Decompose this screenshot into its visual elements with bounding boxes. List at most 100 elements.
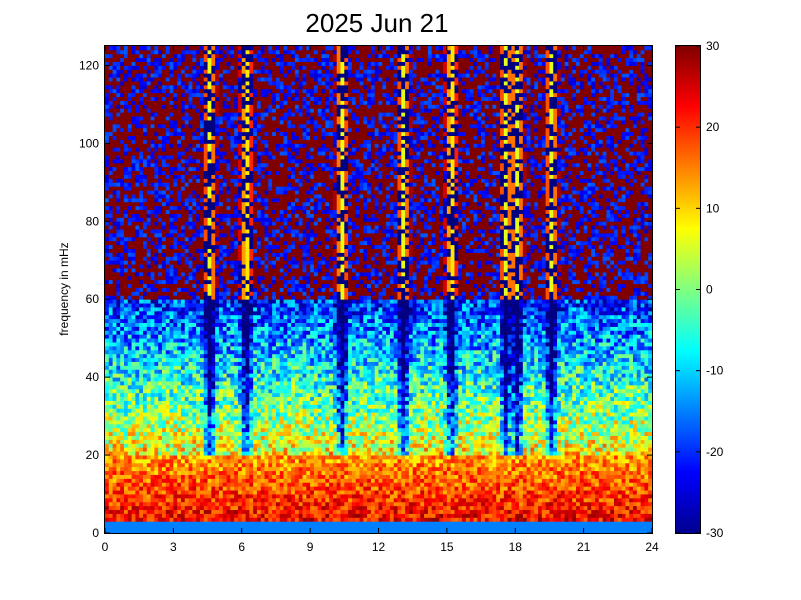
heatmap-cell bbox=[230, 271, 235, 277]
heatmap-cell bbox=[237, 322, 243, 327]
heatmap-cell bbox=[158, 221, 163, 226]
heatmap-cell bbox=[237, 416, 243, 421]
heatmap-cell bbox=[135, 295, 140, 300]
heatmap-cell bbox=[230, 244, 235, 249]
heatmap-cell bbox=[120, 96, 125, 101]
heatmap-cell bbox=[135, 435, 140, 440]
heatmap-cell bbox=[249, 521, 254, 526]
heatmap-cell bbox=[234, 92, 239, 98]
heatmap-cell bbox=[199, 427, 205, 433]
heatmap-cell bbox=[158, 120, 163, 125]
heatmap-cell bbox=[142, 57, 148, 62]
heatmap-cell bbox=[161, 147, 167, 152]
heatmap-cell bbox=[127, 291, 132, 296]
heatmap-cell bbox=[127, 400, 132, 405]
heatmap-cell bbox=[173, 57, 178, 62]
heatmap-cell bbox=[177, 248, 182, 253]
heatmap-cell bbox=[105, 470, 110, 475]
heatmap-cell bbox=[112, 229, 117, 234]
heatmap-cell bbox=[120, 233, 125, 238]
heatmap-cell bbox=[237, 162, 243, 168]
heatmap-cell bbox=[207, 225, 212, 230]
heatmap-cell bbox=[207, 299, 212, 304]
heatmap-cell bbox=[188, 478, 193, 483]
heatmap-cell bbox=[222, 143, 227, 148]
heatmap-cell bbox=[241, 361, 246, 366]
heatmap-cell bbox=[120, 240, 125, 246]
heatmap-cell bbox=[154, 283, 159, 288]
heatmap-cell bbox=[139, 271, 144, 277]
heatmap-cell bbox=[173, 158, 178, 164]
heatmap-cell bbox=[180, 88, 186, 94]
heatmap-cell bbox=[211, 381, 216, 386]
heatmap-cell bbox=[253, 155, 258, 160]
heatmap-cell bbox=[108, 46, 113, 51]
heatmap-cell bbox=[146, 447, 151, 452]
heatmap-cell bbox=[184, 244, 189, 249]
heatmap-cell bbox=[180, 326, 186, 331]
heatmap-cell bbox=[142, 139, 148, 144]
heatmap-cell bbox=[245, 287, 250, 292]
heatmap-cell bbox=[184, 307, 189, 312]
heatmap-cell bbox=[196, 334, 201, 339]
heatmap-cell bbox=[131, 233, 136, 238]
heatmap-cell bbox=[211, 77, 216, 82]
heatmap-cell bbox=[169, 338, 174, 343]
heatmap-cell bbox=[123, 120, 129, 125]
heatmap-cell bbox=[112, 271, 117, 277]
heatmap-cell bbox=[154, 404, 159, 409]
heatmap-cell bbox=[218, 49, 224, 55]
heatmap-cell bbox=[142, 439, 148, 444]
heatmap-cell bbox=[237, 373, 243, 378]
heatmap-cell bbox=[120, 236, 125, 242]
heatmap-cell bbox=[226, 513, 231, 518]
heatmap-cell bbox=[154, 486, 159, 491]
heatmap-cell bbox=[218, 205, 224, 211]
heatmap-cell bbox=[199, 326, 205, 331]
heatmap-cell bbox=[154, 123, 159, 129]
heatmap-cell bbox=[237, 57, 243, 62]
heatmap-cell bbox=[127, 221, 132, 226]
heatmap-cell bbox=[203, 439, 208, 444]
heatmap-cell bbox=[142, 388, 148, 394]
heatmap-cell bbox=[234, 279, 239, 285]
heatmap-cell bbox=[180, 373, 186, 378]
heatmap-cell bbox=[226, 408, 231, 413]
heatmap-cell bbox=[142, 217, 148, 222]
heatmap-cell bbox=[112, 404, 117, 409]
heatmap-cell bbox=[142, 525, 148, 530]
heatmap-cell bbox=[199, 170, 205, 175]
heatmap-cell bbox=[234, 470, 239, 475]
heatmap-cell bbox=[188, 46, 193, 51]
heatmap-cell bbox=[207, 217, 212, 222]
heatmap-cell bbox=[196, 381, 201, 386]
heatmap-cell bbox=[127, 112, 132, 117]
heatmap-cell bbox=[245, 131, 250, 137]
heatmap-cell bbox=[196, 365, 201, 370]
heatmap-cell bbox=[188, 314, 193, 320]
heatmap-cell bbox=[142, 61, 148, 66]
heatmap-cell bbox=[120, 139, 125, 144]
heatmap-cell bbox=[203, 338, 208, 343]
heatmap-cell bbox=[150, 307, 155, 312]
heatmap-cell bbox=[158, 73, 163, 78]
heatmap-cell bbox=[154, 112, 159, 117]
heatmap-cell bbox=[234, 388, 239, 394]
heatmap-cell bbox=[188, 256, 193, 261]
heatmap-cell bbox=[142, 400, 148, 405]
heatmap-cell bbox=[116, 342, 121, 347]
heatmap-cell bbox=[253, 404, 258, 409]
heatmap-cell bbox=[116, 174, 121, 179]
heatmap-cell bbox=[241, 451, 246, 456]
heatmap-cell bbox=[245, 373, 250, 378]
heatmap-cell bbox=[222, 100, 227, 105]
heatmap-cell bbox=[222, 194, 227, 199]
heatmap-cell bbox=[154, 482, 159, 487]
heatmap-cell bbox=[203, 147, 208, 152]
heatmap-cell bbox=[135, 494, 140, 499]
heatmap-cell bbox=[127, 388, 132, 394]
heatmap-cell bbox=[226, 318, 231, 324]
heatmap-cell bbox=[226, 470, 231, 475]
heatmap-cell bbox=[127, 283, 132, 288]
heatmap-cell bbox=[135, 287, 140, 292]
